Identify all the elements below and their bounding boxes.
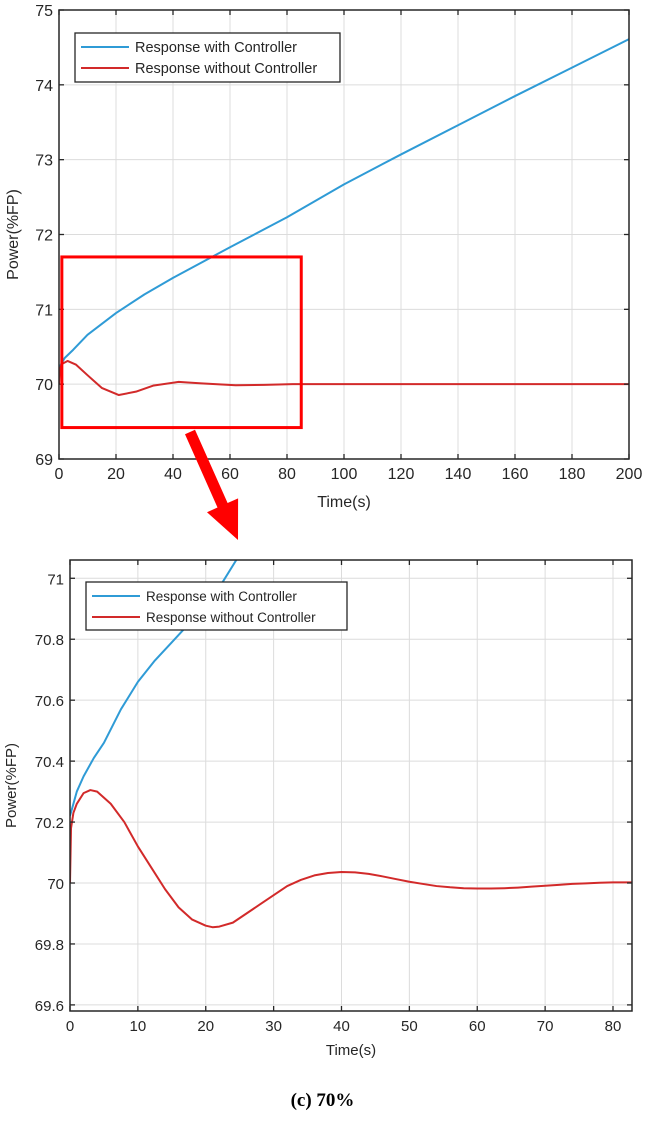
y-tick-label: 70.6 <box>35 693 64 710</box>
axes-box <box>69 559 633 1012</box>
y-tick-label: 70 <box>35 377 53 394</box>
x-tick-label: 80 <box>605 1018 622 1035</box>
y-axis-label: Power(%FP) <box>3 743 20 828</box>
x-tick-label: 0 <box>55 466 64 483</box>
legend: Response with Controller Response without… <box>74 32 341 83</box>
x-tick-label: 10 <box>130 1018 147 1035</box>
zoomed-plot: 0 10 20 30 40 50 60 70 80 69.6 69.8 70 70.2 70.4 70.6 7… <box>3 559 633 1059</box>
x-tick-label: 160 <box>502 466 529 483</box>
legend-entry: Response with Controller <box>146 589 297 604</box>
y-axis-label: Power(%FP) <box>5 189 22 280</box>
y-tick-label: 73 <box>35 153 53 170</box>
x-tick-label: 200 <box>616 466 643 483</box>
x-tick-label: 20 <box>197 1018 214 1035</box>
y-tick-label: 75 <box>35 3 53 20</box>
x-axis-label: Time(s) <box>326 1042 376 1059</box>
y-tick-label: 70 <box>47 876 64 893</box>
x-tick-label: 70 <box>537 1018 554 1035</box>
y-tick-label: 69 <box>35 452 53 469</box>
y-tick-label: 69.6 <box>35 998 64 1015</box>
zoom-region-box <box>60 255 303 430</box>
y-tick-label: 72 <box>35 228 53 245</box>
x-tick-label: 140 <box>445 466 472 483</box>
y-tick-label: 71 <box>35 302 53 319</box>
x-tick-label: 40 <box>333 1018 350 1035</box>
x-tick-label: 60 <box>469 1018 486 1035</box>
x-axis-label: Time(s) <box>317 494 371 511</box>
x-tick-label: 120 <box>388 466 415 483</box>
y-tick-label: 70.8 <box>35 632 64 649</box>
legend-entry: Response without Controller <box>135 61 317 77</box>
y-tick-label: 70.2 <box>35 815 64 832</box>
x-tick-label: 100 <box>331 466 358 483</box>
x-tick-label: 60 <box>221 466 239 483</box>
series-line-with-controller <box>59 38 629 369</box>
x-tick-label: 80 <box>278 466 296 483</box>
legend-entry: Response with Controller <box>135 40 297 56</box>
figure-caption: (c) 70% <box>290 1090 355 1111</box>
x-tick-label: 20 <box>107 466 125 483</box>
series-line-without-controller <box>70 789 632 929</box>
x-tick-label: 180 <box>559 466 586 483</box>
overview-plot: 0 20 40 60 80 100 120 140 160 180 200 69 70 71 72 73 74 7… <box>5 3 642 511</box>
x-tick-label: 50 <box>401 1018 418 1035</box>
legend-entry: Response without Controller <box>146 610 316 625</box>
x-tick-label: 0 <box>66 1018 74 1035</box>
arrow-icon <box>185 429 239 540</box>
legend: Response with Controller Response without… <box>85 581 348 631</box>
y-tick-label: 74 <box>35 78 53 95</box>
x-tick-label: 30 <box>265 1018 282 1035</box>
zoom-arrow <box>185 429 239 540</box>
y-tick-label: 70.4 <box>35 754 64 771</box>
x-tick-label: 40 <box>164 466 182 483</box>
y-tick-label: 71 <box>47 571 64 588</box>
y-tick-label: 69.8 <box>35 937 64 954</box>
